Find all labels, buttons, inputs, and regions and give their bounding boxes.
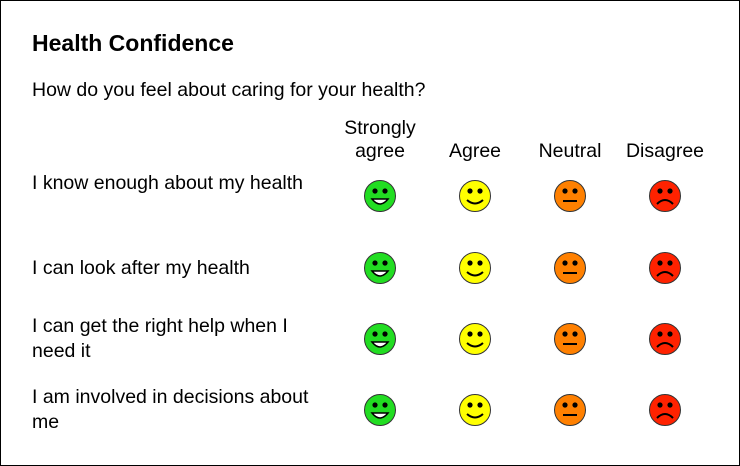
neutral-face-icon[interactable] <box>553 322 587 356</box>
frown-face-icon[interactable] <box>648 179 682 213</box>
statement-label: I can get the right help when I need it <box>32 315 288 362</box>
statement-label: I am involved in decisions about me <box>32 386 309 433</box>
big-smile-face-icon[interactable] <box>363 179 397 213</box>
smile-face-icon[interactable] <box>458 251 492 285</box>
frown-face-icon[interactable] <box>648 322 682 356</box>
column-header: Neutral <box>520 115 620 163</box>
column-header: Strongly agree <box>330 115 430 163</box>
page-title: Health Confidence <box>32 30 234 56</box>
neutral-face-icon[interactable] <box>553 251 587 285</box>
column-header-label: Disagree <box>625 140 705 162</box>
frown-face-icon[interactable] <box>648 251 682 285</box>
statement-label: I can look after my health <box>32 257 250 279</box>
smile-face-icon[interactable] <box>458 393 492 427</box>
big-smile-face-icon[interactable] <box>363 322 397 356</box>
column-header-label: Strongly agree <box>344 117 416 162</box>
neutral-face-icon[interactable] <box>553 179 587 213</box>
big-smile-face-icon[interactable] <box>363 251 397 285</box>
question-text: How do you feel about caring for your he… <box>32 79 426 101</box>
column-header: Disagree <box>615 115 715 163</box>
big-smile-face-icon[interactable] <box>363 393 397 427</box>
column-header-label: Agree <box>448 140 502 162</box>
statement-label: I know enough about my health <box>32 172 304 194</box>
smile-face-icon[interactable] <box>458 322 492 356</box>
neutral-face-icon[interactable] <box>553 393 587 427</box>
column-header-label: Neutral <box>538 140 602 162</box>
frown-face-icon[interactable] <box>648 393 682 427</box>
smile-face-icon[interactable] <box>458 179 492 213</box>
column-header: Agree <box>425 115 525 163</box>
